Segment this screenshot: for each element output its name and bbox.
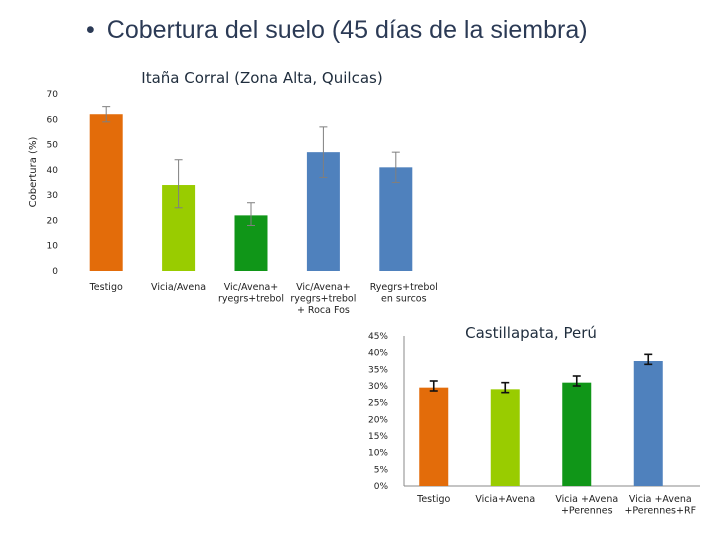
chart1-ytick-label: 20 [47,216,59,226]
chart1-error-bar [319,126,328,178]
chart1-bar [89,114,123,271]
chart1-category-label: Vic/Avena+ ryegrs+trebol + Roca Fos [290,282,356,316]
chart1-ytick-label: 10 [47,242,59,252]
chart1-ytick-label: 40 [47,166,59,176]
chart1-ylabel: Cobertura (%) [28,137,39,208]
chart1-category-label: Vic/Avena+ ryegrs+trebol [218,282,284,305]
bullet-marker: • [86,16,95,44]
chart1-title: Itaña Corral (Zona Alta, Quilcas) [141,69,382,87]
chart1-error-bar [391,151,400,183]
chart1-ytick-label: 0 [52,267,58,277]
chart1-category-label: Testigo [89,282,123,293]
chart1-category-label: Vicia/Avena [151,282,206,293]
slide-title-text: Cobertura del suelo (45 días de la siemb… [106,16,588,44]
chart1-category-label: Ryegrs+trebol en surcos [370,282,438,305]
chart1-error-bar [247,202,255,226]
chart1-ytick-label: 60 [47,115,59,125]
chart1-ytick-label: 30 [47,191,59,201]
chart1-bar [379,167,413,271]
chart1-ytick-label: 50 [47,141,59,151]
chart1-error-bar [174,159,183,209]
slide-title: • Cobertura del suelo (45 días de la siem… [86,16,588,45]
chart1-error-bar [102,106,111,123]
chart1-ytick-label: 70 [47,90,59,100]
